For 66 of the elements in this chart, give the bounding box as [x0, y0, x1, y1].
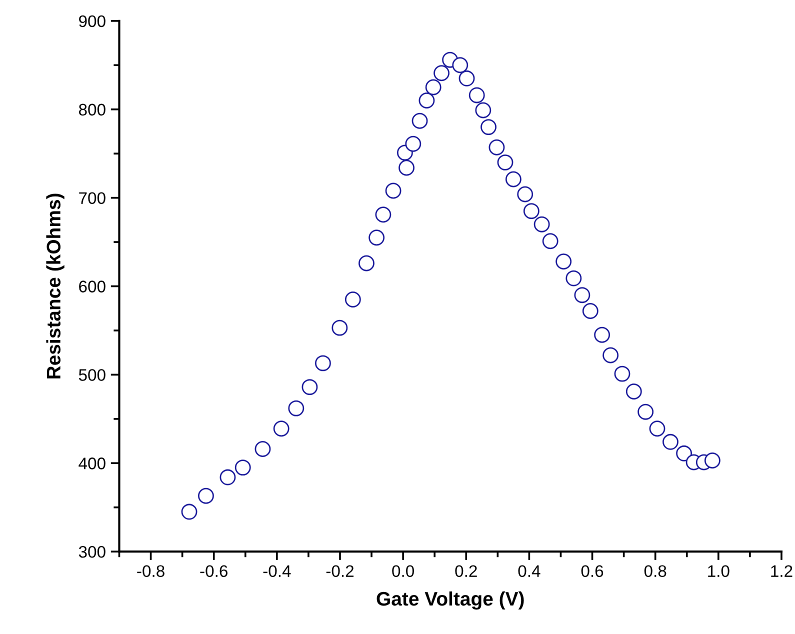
point: [475, 102, 492, 118]
point: [418, 92, 435, 108]
x-tick-label: -0.8: [137, 565, 164, 578]
x-tick-label: 0.0: [392, 565, 414, 578]
point: [505, 171, 522, 188]
point: [273, 420, 290, 437]
point: [556, 254, 572, 270]
point: [488, 139, 505, 156]
point: [480, 119, 497, 136]
point: [534, 216, 550, 232]
point: [523, 203, 540, 220]
point: [468, 87, 485, 104]
point: [314, 355, 331, 372]
point: [626, 384, 642, 400]
point: [614, 366, 630, 382]
y-tick-label: 500: [78, 369, 106, 381]
point: [497, 154, 514, 170]
x-tick-label: 1.0: [708, 565, 730, 578]
point: [358, 255, 374, 272]
point: [220, 469, 236, 486]
point: [602, 347, 619, 364]
point: [574, 287, 590, 304]
point: [385, 182, 402, 199]
point: [638, 404, 654, 420]
y-tick-label: 300: [78, 546, 106, 558]
point: [375, 206, 392, 223]
point: [425, 79, 442, 96]
y-tick-label: 400: [78, 458, 106, 470]
x-tick-label: 1.2: [771, 565, 792, 577]
point: [542, 233, 558, 250]
point: [582, 303, 598, 319]
point: [676, 445, 692, 462]
point: [517, 186, 534, 202]
point: [254, 441, 271, 457]
point: [344, 292, 361, 308]
point: [234, 460, 251, 476]
point: [452, 57, 468, 74]
x-tick-label: 0.6: [581, 565, 604, 578]
point: [368, 230, 385, 246]
point: [649, 420, 666, 437]
x-tick-label: -0.4: [263, 565, 291, 578]
point: [662, 434, 678, 450]
point: [405, 136, 422, 152]
x-axis-title: Gate Voltage (V): [376, 591, 524, 610]
point: [332, 320, 348, 336]
point: [434, 65, 450, 82]
x-tick-label: 0.8: [644, 565, 666, 578]
y-tick-label: 600: [79, 280, 106, 292]
y-tick-label: 800: [78, 104, 106, 116]
y-tick-label: 900: [79, 15, 106, 28]
x-tick-label: 0.4: [518, 565, 540, 578]
y-tick-label: 700: [79, 192, 106, 204]
point: [302, 379, 318, 396]
point: [398, 160, 415, 176]
point: [181, 504, 198, 520]
point: [198, 488, 214, 504]
x-tick-label: -0.6: [200, 565, 228, 578]
point: [412, 112, 428, 129]
point: [566, 270, 582, 286]
x-tick-label: 0.2: [455, 565, 477, 578]
point: [288, 400, 304, 416]
point: [458, 70, 475, 86]
point: [594, 326, 610, 343]
x-tick-label: -0.2: [326, 565, 354, 578]
point: [704, 452, 720, 468]
y-axis-title: Resistance (kOhms): [46, 194, 64, 378]
